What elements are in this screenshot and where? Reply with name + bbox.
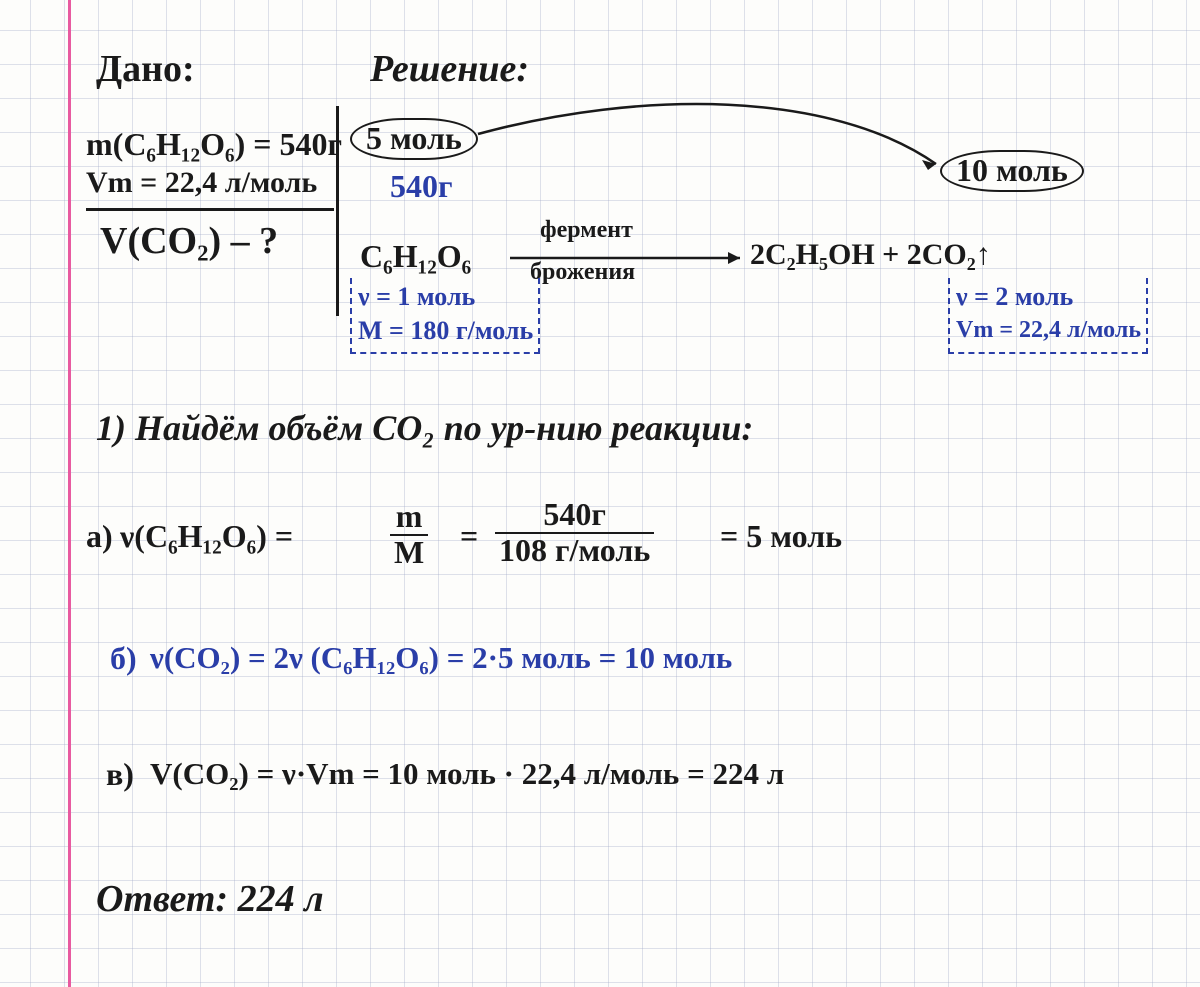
under-left-m: M = 180 г/моль bbox=[358, 318, 533, 344]
frac2-num: 540г bbox=[539, 498, 610, 532]
step-a-frac1: m M bbox=[390, 500, 428, 569]
arrow-label-bottom: брожения bbox=[530, 260, 635, 284]
step-a-eq1: = bbox=[460, 520, 478, 552]
under-right-nu: ν = 2 моль bbox=[956, 284, 1073, 310]
under-right-vm: Vm = 22,4 л/моль bbox=[956, 318, 1141, 342]
frac1-den: M bbox=[390, 534, 428, 570]
equation-right: 2C₂H₅OH + 2CO₂↑ bbox=[750, 240, 991, 270]
step-c-text: V(CO₂) = ν·Vm = 10 моль · 22,4 л/моль = … bbox=[150, 758, 784, 789]
step-a-rhs: = 5 моль bbox=[720, 520, 842, 552]
frac2-den: 108 г/моль bbox=[495, 532, 654, 568]
step-b-label: б) bbox=[110, 642, 137, 674]
frac1-num: m bbox=[392, 500, 427, 534]
step1-heading: 1) Найдём объём CO₂ по ур-нию реакции: bbox=[96, 410, 753, 446]
step-a-lhs: ν(C₆H₁₂O₆) = bbox=[120, 520, 293, 552]
step-a-frac2: 540г 108 г/моль bbox=[495, 498, 654, 567]
answer: Ответ: 224 л bbox=[96, 880, 324, 918]
step-b-text: ν(CO₂) = 2ν (C₆H₁₂O₆) = 2·5 моль = 10 мо… bbox=[150, 642, 732, 673]
step-c-label: в) bbox=[106, 758, 134, 790]
under-left-nu: ν = 1 моль bbox=[358, 284, 475, 310]
step-a-label: а) bbox=[86, 520, 113, 552]
